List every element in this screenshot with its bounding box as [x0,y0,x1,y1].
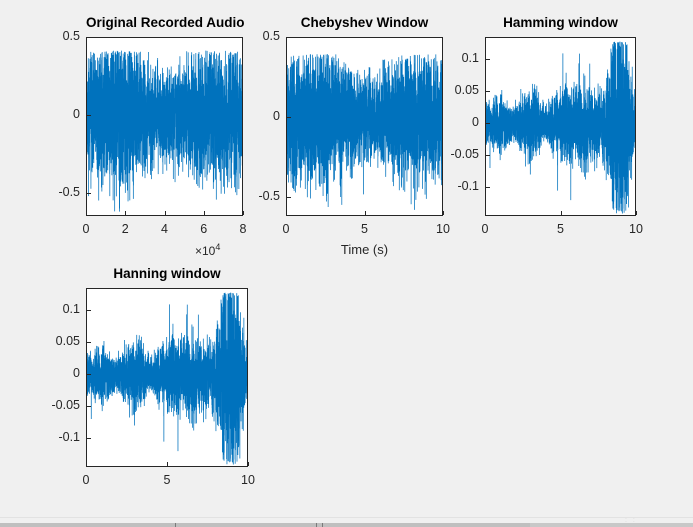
y-tick-label: 0.5 [262,29,280,43]
y-tick-mark [87,374,91,375]
x-tick-label: 4 [161,222,168,236]
x-tick-label: 8 [239,222,247,236]
y-tick-mark [87,37,91,38]
y-tick-label: 0 [73,106,80,121]
y-tick-label: -0.05 [450,147,480,162]
x-tick-mark [248,462,249,466]
x-tick-label: 0 [481,222,489,236]
waveform-line [87,292,247,465]
y-tick-mark [87,406,91,407]
waveform-line [486,41,635,214]
x-axis-label-time: Time (s) [340,242,389,257]
y-tick-mark [87,310,91,311]
exponent-power: 4 [215,242,221,252]
x-tick-mark [243,211,244,215]
x-tick-label: 0 [282,222,290,236]
waveform-plot [87,50,242,212]
scrollbar-notch [175,523,176,527]
y-tick-label: 0.05 [55,334,80,349]
subplot-title-chebyshev-window: Chebyshev Window [300,15,429,30]
y-tick-label: -0.05 [51,398,81,413]
y-tick-mark [486,123,490,124]
x-tick-mark [443,211,444,215]
y-tick-mark [287,197,291,198]
y-tick-label: 0.05 [454,83,479,98]
x-tick-label: 0 [82,473,90,487]
axes-original-recorded-audio[interactable] [86,37,243,216]
y-tick-label: 0 [273,108,280,123]
x-tick-label: 0 [82,222,90,236]
y-tick-label: -0.5 [58,184,80,199]
y-tick-mark [87,342,91,343]
scroll-dots-decoration: : : [625,517,637,524]
y-tick-mark [486,155,490,156]
window-bottom-bar: : : [0,517,693,527]
x-tick-mark [86,211,87,215]
x-tick-label: 5 [361,222,368,236]
y-tick-mark [287,117,291,118]
horizontal-scrollbar-thumb[interactable] [0,523,530,527]
x-tick-mark [125,211,126,215]
waveform-line [287,54,442,210]
y-tick-mark [287,37,291,38]
axes-chebyshev-window[interactable] [286,37,443,216]
subplot-title-hanning-window: Hanning window [113,266,221,281]
x-tick-mark [485,211,486,215]
x-tick-mark [204,211,205,215]
x-tick-label: 5 [163,473,171,487]
y-tick-label: -0.1 [457,179,479,194]
subplot-title-hamming-window: Hamming window [503,15,618,30]
y-tick-mark [486,187,490,188]
x-tick-label: 2 [121,222,129,236]
x-tick-mark [365,211,366,215]
y-tick-label: -0.5 [258,188,280,203]
x-tick-label: 10 [436,222,450,236]
waveform-plot [486,41,635,214]
axes-hamming-window[interactable] [485,37,636,216]
scrollbar-notch [322,523,323,527]
x-tick-label: 10 [241,473,255,487]
x-tick-mark [165,211,166,215]
y-tick-mark [87,438,91,439]
y-tick-label: 0.1 [461,51,479,66]
y-tick-mark [486,59,490,60]
subplot-title-original-recorded-audio: Original Recorded Audio [86,15,245,30]
y-tick-label: 0 [73,366,80,381]
waveform-plot [287,54,442,210]
x-tick-label: 10 [629,222,643,236]
x-tick-mark [636,211,637,215]
scrollbar-notch [316,523,317,527]
waveform-line [87,50,242,212]
waveform-plot [87,292,247,465]
x-tick-mark [561,211,562,215]
x-tick-mark [286,211,287,215]
y-tick-label: 0.1 [62,302,80,317]
y-tick-mark [87,193,91,194]
y-tick-label: -0.1 [58,430,80,445]
x-tick-label: 6 [200,222,208,236]
horizontal-scrollbar-track[interactable] [0,523,693,527]
x-axis-exponent-label: ×104 [195,242,220,258]
y-tick-mark [87,115,91,116]
exponent-mantissa: ×10 [195,244,216,258]
y-tick-label: 0 [472,115,479,130]
x-tick-mark [167,462,168,466]
x-tick-mark [86,462,87,466]
y-tick-label: 0.5 [62,29,80,43]
y-tick-mark [486,91,490,92]
axes-hanning-window[interactable] [86,288,248,467]
x-tick-label: 5 [557,222,564,236]
